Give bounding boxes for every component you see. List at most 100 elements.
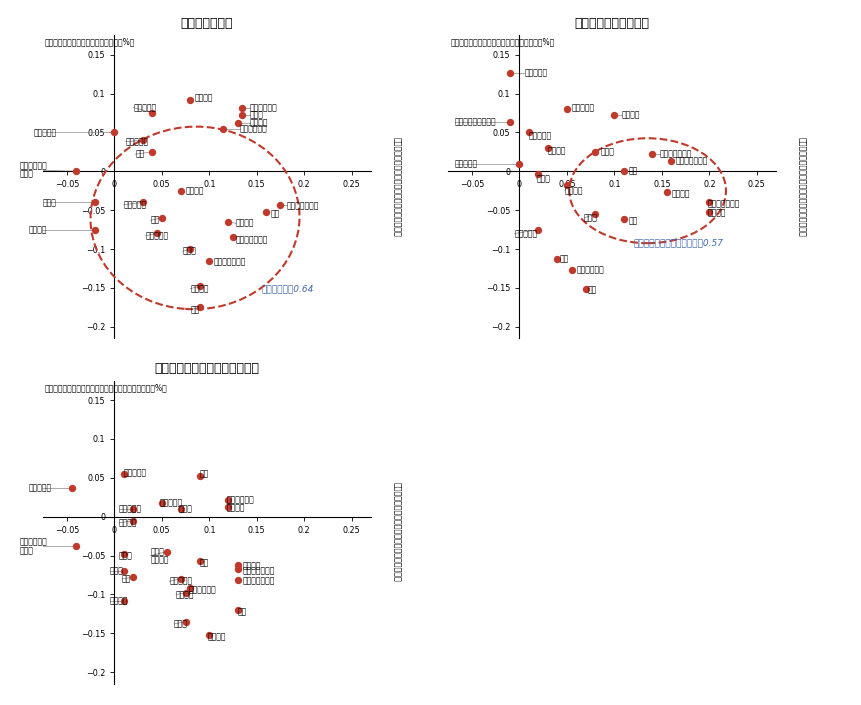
Point — [541, 142, 554, 154]
Text: サービス業: サービス業 — [133, 103, 156, 112]
Point — [231, 118, 245, 129]
Title: 【事務従事者】: 【事務従事者】 — [181, 17, 232, 30]
Text: 水道業: 水道業 — [119, 551, 133, 560]
Text: 公務: 公務 — [559, 255, 568, 264]
Text: 運輸業: 運輸業 — [584, 214, 598, 222]
Point — [564, 264, 578, 276]
Text: 精密機械: 精密機械 — [671, 190, 689, 198]
Point — [531, 168, 545, 179]
Text: 鉱業: 鉱業 — [587, 285, 597, 294]
Text: 窯業・土石製品: 窯業・土石製品 — [660, 149, 691, 159]
Text: 縦軸：事務従事者の年率換算増減率（%）: 縦軸：事務従事者の年率換算増減率（%） — [45, 37, 135, 47]
Text: 相関係数（製造業のみ）：－0.57: 相関係数（製造業のみ）：－0.57 — [633, 238, 722, 247]
Text: 石油・石炭製品: 石油・石炭製品 — [236, 235, 268, 244]
Text: 一次金属: 一次金属 — [176, 590, 195, 599]
Point — [155, 497, 169, 508]
Point — [273, 200, 287, 211]
Text: 食料品: 食料品 — [183, 247, 196, 256]
Text: 運輸業: 運輸業 — [250, 111, 263, 120]
Text: 輸送用機械: 輸送用機械 — [455, 159, 478, 168]
Point — [231, 559, 245, 570]
Text: 繊維: 繊維 — [628, 216, 637, 226]
Text: 不動産業: 不動産業 — [190, 284, 208, 293]
Text: 情報通信業: 情報通信業 — [124, 468, 146, 477]
Point — [702, 197, 715, 208]
Text: 建設業: 建設業 — [536, 175, 550, 183]
Point — [108, 127, 121, 138]
Point — [221, 216, 235, 228]
Text: 精密機械: 精密機械 — [250, 118, 269, 128]
Text: 不動産業: 不動産業 — [208, 632, 226, 642]
Text: 輸送用機械: 輸送用機械 — [124, 200, 146, 209]
Point — [231, 563, 245, 575]
Point — [193, 302, 207, 313]
Text: 電気・ガス・
水道業: 電気・ガス・ 水道業 — [19, 161, 47, 178]
Point — [702, 206, 715, 217]
Text: パルプ・紙: パルプ・紙 — [514, 229, 537, 238]
Point — [136, 135, 150, 146]
Text: 建設業: 建設業 — [109, 567, 123, 576]
Point — [183, 94, 197, 106]
Point — [503, 67, 517, 78]
Point — [117, 595, 131, 606]
Text: 卸売・小売業: 卸売・小売業 — [250, 103, 277, 112]
Point — [174, 185, 188, 197]
Point — [70, 166, 84, 177]
Title: 【専門的・技術的職業従事者】: 【専門的・技術的職業従事者】 — [154, 362, 259, 375]
Point — [70, 541, 84, 552]
Point — [616, 214, 630, 225]
Point — [231, 604, 245, 615]
Text: 横軸：情報資本装備率の年率換算増減率（％）: 横軸：情報資本装備率の年率換算増減率（％） — [392, 482, 401, 582]
Title: 【製造・制作作業者】: 【製造・制作作業者】 — [573, 17, 649, 30]
Text: 繊維: 繊維 — [190, 305, 199, 314]
Text: 精密機械: 精密機械 — [226, 503, 245, 512]
Point — [127, 515, 140, 526]
Text: 化学: 化学 — [200, 558, 208, 567]
Text: 農林水産業: 農林水産業 — [28, 484, 52, 493]
Point — [512, 158, 526, 169]
Text: 卸売・小売業: 卸売・小売業 — [189, 585, 216, 594]
Point — [588, 209, 602, 220]
Text: 横軸：情報資本装備率の年率換算増減率（％）: 横軸：情報資本装備率の年率換算増減率（％） — [392, 137, 401, 237]
Text: 食料品: 食料品 — [599, 147, 613, 157]
Text: 横軸：情報資本装備率の年率換算増減率（％）: 横軸：情報資本装備率の年率換算増減率（％） — [796, 137, 806, 237]
Text: 一般機械: 一般機械 — [195, 93, 214, 102]
Point — [159, 546, 173, 558]
Point — [616, 166, 630, 177]
Point — [127, 572, 140, 583]
Text: 縦軸：製造・制作作業者の年率換算増減率（%）: 縦軸：製造・制作作業者の年率換算増減率（%） — [449, 37, 554, 47]
Point — [117, 565, 131, 577]
Point — [231, 575, 245, 586]
Point — [550, 254, 564, 265]
Point — [579, 284, 592, 295]
Text: 一般機械: 一般機械 — [119, 518, 138, 527]
Text: 金融・保険業: 金融・保険業 — [239, 124, 267, 133]
Point — [178, 616, 192, 627]
Text: 化学: 化学 — [628, 167, 637, 176]
Text: 公務: 公務 — [121, 575, 131, 584]
Text: サービス業: サービス業 — [571, 103, 594, 112]
Point — [235, 110, 249, 121]
Point — [531, 224, 545, 235]
Point — [127, 503, 140, 515]
Point — [174, 573, 188, 584]
Text: 繊維: 繊維 — [238, 607, 247, 616]
Text: 縦軸：専門的・技術的職業従事者の年率換算増減率（%）: 縦軸：専門的・技術的職業従事者の年率換算増減率（%） — [45, 383, 168, 392]
Text: パルプ・紙: パルプ・紙 — [169, 577, 192, 586]
Text: 金属製品: 金属製品 — [109, 596, 128, 605]
Point — [150, 228, 164, 239]
Text: その他の製造業: その他の製造業 — [242, 566, 275, 575]
Text: 石油・石炭製品: 石油・石炭製品 — [675, 157, 708, 166]
Point — [659, 187, 672, 198]
Point — [560, 104, 573, 115]
Point — [202, 630, 216, 641]
Text: その他の製造業: その他の製造業 — [707, 200, 739, 209]
Point — [259, 207, 273, 218]
Point — [221, 494, 235, 505]
Text: 情報通信業: 情報通信業 — [126, 137, 149, 146]
Text: 食料品: 食料品 — [179, 505, 193, 513]
Text: 電気・ガス・水道業: 電気・ガス・水道業 — [455, 118, 496, 127]
Point — [503, 116, 517, 128]
Text: 公務: 公務 — [135, 149, 145, 159]
Point — [117, 468, 131, 479]
